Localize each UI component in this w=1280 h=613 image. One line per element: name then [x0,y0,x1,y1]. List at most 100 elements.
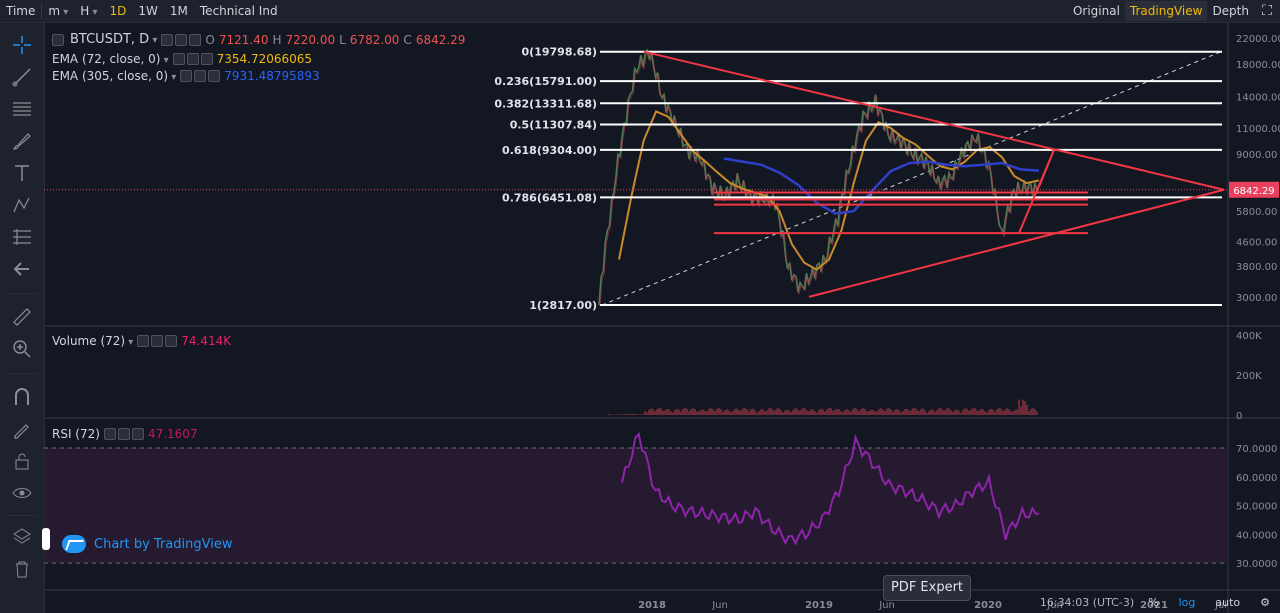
fib-level-label: 0.618(9304.00) [502,144,597,157]
volume-label[interactable]: Volume (72) [52,334,133,348]
panel-resize-handle[interactable] [42,528,50,550]
time-tick-label: 2018 [638,600,666,611]
rsi-tick-label: 50.0000 [1236,502,1277,513]
high-label: H [272,32,282,47]
ema305-legend: EMA (305, close, 0) 7931.48795893 [52,69,320,83]
interval-1m-button[interactable]: 1M [169,4,188,18]
price-tick-label: 3000.00 [1236,293,1277,304]
bottom-controls: 16:34:03 (UTC-3) % log auto ⚙ [1036,592,1280,613]
top-toolbar: Time m H 1D 1W 1M Technical Ind Original… [0,0,1280,23]
minutes-dropdown[interactable]: m [42,0,74,22]
time-button[interactable]: Time [6,4,36,18]
time-tick-label: 2020 [974,600,1002,611]
price-tick-label: 22000.00 [1236,34,1280,45]
time-tick-label: Jun [1046,600,1063,611]
rsi-legend: RSI (72) 47.1607 [52,427,198,441]
volume-tick-label: 200K [1236,371,1262,382]
eye-icon[interactable] [8,479,36,507]
lock-icon[interactable] [8,447,36,475]
clock-text: 16:34:03 (UTC-3) [1039,596,1135,609]
view-original-button[interactable]: Original [1072,4,1120,18]
pencil-lock-icon[interactable] [8,415,36,443]
fib-level-label: 0.382(13311.68) [494,97,597,110]
price-tick-label: 9000.00 [1236,150,1277,161]
log-toggle[interactable]: log [1178,596,1196,609]
view-depth-button[interactable]: Depth [1212,4,1249,18]
text-icon[interactable] [8,159,36,187]
divider [6,515,38,516]
symbol-label[interactable]: BTCUSDT, D [70,32,157,47]
rsi-tick-label: 30.0000 [1236,559,1277,570]
gear-icon[interactable]: ⚙ [1260,596,1270,609]
rsi-tick-label: 70.0000 [1236,444,1277,455]
low-label: L [339,32,346,47]
interval-1w-button[interactable]: 1W [138,4,158,18]
rsi-tick-label: 40.0000 [1236,530,1277,541]
volume-legend: Volume (72) 74.414K [52,334,231,348]
price-tick-label: 3800.00 [1236,262,1277,273]
ema305-value: 7931.48795893 [224,69,320,83]
view-tradingview-button[interactable]: TradingView [1124,1,1208,21]
ema72-label[interactable]: EMA (72, close, 0) [52,52,169,66]
collapse-icon[interactable] [52,33,64,46]
legend-settings-icon[interactable] [161,33,202,46]
rsi-settings-icon[interactable] [103,428,144,440]
ema72-value: 7354.72066065 [216,52,313,66]
rsi-value: 47.1607 [147,427,198,441]
price-candles-series-down [599,51,1041,308]
price-tick-label: 18000.00 [1236,60,1280,71]
zoom-icon[interactable] [8,335,36,363]
layers-icon[interactable] [8,523,36,551]
back-arrow-icon[interactable] [8,255,36,283]
interval-1d-button[interactable]: 1D [109,4,127,18]
rsi-band [44,448,1228,563]
time-tick-label: Jun [878,600,895,611]
technical-indicators-button[interactable]: Technical Ind [199,4,278,18]
crosshair-icon[interactable] [8,31,36,59]
close-label: C [403,32,412,47]
tradingview-watermark[interactable]: Chart by TradingView [62,535,232,553]
dashed-trend-line [601,51,1222,306]
drawing-toolbar [0,23,45,613]
time-tick-label: Jul [1214,600,1227,611]
trend-line-icon[interactable] [8,63,36,91]
volume-settings-icon[interactable] [137,335,178,347]
rsi-tick-label: 60.0000 [1236,473,1277,484]
auto-toggle[interactable]: auto [1215,596,1241,609]
ema72-settings-icon[interactable] [172,53,213,65]
volume-tick-label: 400K [1236,331,1262,342]
ema72-line [618,110,1040,271]
ema305-settings-icon[interactable] [180,70,221,82]
fib-tool-icon[interactable] [8,223,36,251]
percent-toggle[interactable]: % [1148,596,1159,609]
ema305-label[interactable]: EMA (305, close, 0) [52,69,176,83]
view-switcher: Original TradingView Depth ⛶ [1068,0,1280,22]
fib-level-label: 0(19798.68) [522,46,597,59]
price-tick-label: 14000.00 [1236,93,1280,104]
volume-tick-label: 0 [1236,411,1242,422]
divider [6,293,38,294]
ema305-line [723,157,1040,215]
brush-icon[interactable] [8,127,36,155]
last-price-tag [1229,181,1279,198]
last-price-label: 6842.29 [1233,186,1274,197]
volume-bars [608,399,1038,415]
time-tick-label: 2019 [805,600,833,611]
time-tick-label: Jun [711,600,728,611]
open-value: 7121.40 [218,32,269,47]
magnet-icon[interactable] [8,383,36,411]
low-value: 6782.00 [349,32,400,47]
trash-icon[interactable] [8,555,36,583]
volume-value: 74.414K [181,334,232,348]
pattern-icon[interactable] [8,191,36,219]
wedge-lines [1018,149,1055,234]
chart-canvas[interactable]: 22000.00 18000.00 14000.00 11000.00 9000.00 7… [44,23,1280,613]
ruler-icon[interactable] [8,303,36,331]
horizontal-lines-icon[interactable] [8,95,36,123]
price-tick-label: 11000.00 [1236,124,1280,135]
fullscreen-icon[interactable]: ⛶ [1262,3,1272,19]
close-value: 6842.29 [415,32,466,47]
hours-dropdown[interactable]: H [74,0,103,22]
rsi-label[interactable]: RSI (72) [52,427,100,441]
